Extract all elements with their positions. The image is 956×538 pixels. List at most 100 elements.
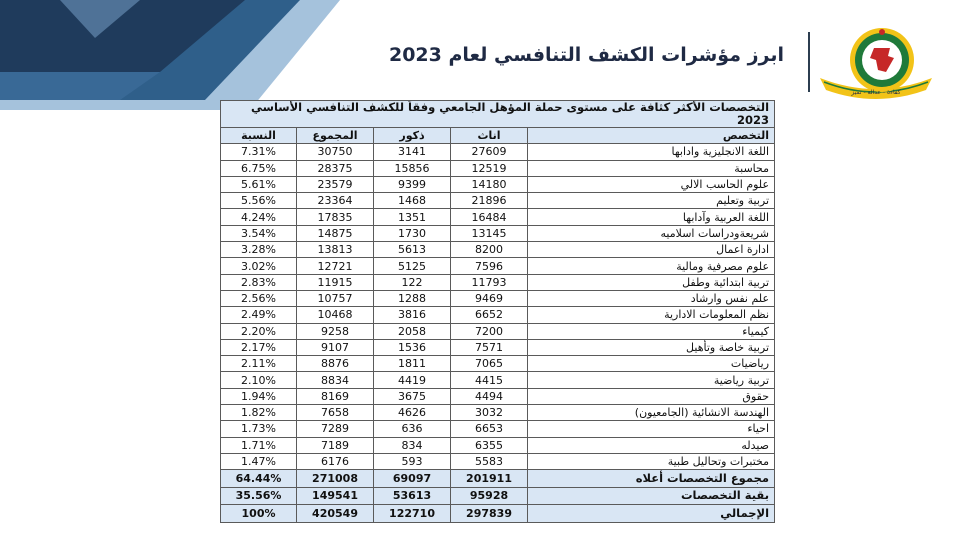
cell-percent: 3.54% [219,224,298,243]
cell-total: 9107 [296,338,375,357]
cell-specialty: بقية التخصصات [527,486,776,506]
cell-percent: 3.28% [219,241,298,259]
table-row: كيمياء 7200 2058 9258 2.20% [219,322,776,340]
table-body: اللغة الانجليزية وادابها 27609 3141 30750 7.… [219,143,776,523]
table-total-row: الإجمالي 297839 122710 420549 100% [219,504,776,523]
cell-percent: 3.02% [219,257,298,275]
cell-total: 8834 [296,371,375,389]
table-row: تربية وتعليم 21896 1468 23364 5.56% [219,192,776,210]
cell-specialty: الإجمالي [527,504,776,523]
cell-female: 95928 [450,486,529,506]
cell-total: 271008 [296,469,375,488]
cell-percent: 6.75% [219,159,298,177]
cell-specialty: اللغة العربية وآدابها [527,208,776,226]
cell-male: 4626 [373,404,452,422]
table-row: محاسبة 12519 15856 28375 6.75% [219,159,776,177]
cell-male: 1288 [373,289,452,308]
cell-female: 297839 [450,504,529,523]
cell-percent: 7.31% [219,143,298,161]
cell-female: 11793 [450,273,529,291]
cell-male: 4419 [373,371,452,389]
cell-male: 834 [373,436,452,454]
cell-specialty: محاسبة [527,159,776,177]
header-male: ذكور [373,126,452,145]
cell-total: 30750 [296,143,375,161]
cell-male: 1536 [373,338,452,357]
cell-percent: 2.17% [219,338,298,357]
cell-male: 2058 [373,322,452,340]
cell-male: 1811 [373,355,452,373]
cell-total: 6176 [296,452,375,471]
cell-female: 7571 [450,338,529,357]
table-row: شريعةودراسات اسلاميه 13145 1730 14875 3.54% [219,224,776,243]
cell-female: 21896 [450,192,529,210]
table-row: اللغة العربية وآدابها 16484 1351 17835 4.24% [219,208,776,226]
cell-male: 1730 [373,224,452,243]
cell-specialty: الهندسة الانشائية (الجامعيون) [527,404,776,422]
cell-specialty: علوم الحاسب الالي [527,175,776,194]
table-title: التخصصات الأكثر كثافة على مستوى حملة الم… [219,100,776,128]
cell-percent: 1.73% [219,420,298,438]
cell-specialty: رياضيات [527,355,776,373]
cell-total: 8169 [296,387,375,406]
cell-specialty: كيمياء [527,322,776,340]
cell-percent: 64.44% [219,469,298,488]
specialties-table: التخصصات الأكثر كثافة على مستوى حملة الم… [219,100,776,523]
cell-total: 23579 [296,175,375,194]
cell-male: 122710 [373,504,452,523]
cell-female: 4415 [450,371,529,389]
table-row: علوم مصرفية ومالية 7596 5125 12721 3.02% [219,257,776,275]
cell-total: 10468 [296,306,375,324]
cell-total: 149541 [296,486,375,506]
cell-percent: 2.49% [219,306,298,324]
header-total: المجموع [296,126,375,145]
cell-total: 420549 [296,504,375,523]
table-row: ادارة اعمال 8200 5613 13813 3.28% [219,241,776,259]
table-total-row: بقية التخصصات 95928 53613 149541 35.56% [219,486,776,506]
cell-male: 3816 [373,306,452,324]
cell-female: 13145 [450,224,529,243]
cell-total: 14875 [296,224,375,243]
cell-female: 201911 [450,469,529,488]
table-row: تربية ابتدائية وطفل 11793 122 11915 2.83% [219,273,776,291]
cell-male: 1351 [373,208,452,226]
cell-male: 1468 [373,192,452,210]
title-divider [808,32,810,92]
table-row: تربية خاصة وتأهيل 7571 1536 9107 2.17% [219,338,776,357]
cell-percent: 2.10% [219,371,298,389]
cell-total: 11915 [296,273,375,291]
cell-specialty: حقوق [527,387,776,406]
cell-male: 636 [373,420,452,438]
cell-total: 7658 [296,404,375,422]
cell-female: 27609 [450,143,529,161]
cell-female: 7200 [450,322,529,340]
cell-specialty: ادارة اعمال [527,241,776,259]
cell-male: 3675 [373,387,452,406]
cell-female: 3032 [450,404,529,422]
cell-male: 5125 [373,257,452,275]
cell-percent: 1.82% [219,404,298,422]
header-specialty: التخصص [527,126,776,145]
cell-percent: 2.83% [219,273,298,291]
cell-female: 9469 [450,289,529,308]
logo-motto: كفاءة - عدالة - تميز [850,89,900,96]
cell-total: 17835 [296,208,375,226]
cell-total: 7289 [296,420,375,438]
cell-total: 8876 [296,355,375,373]
header-percent: النسبة [219,126,298,145]
table-row: احياء 6653 636 7289 1.73% [219,420,776,438]
table-row: صيدله 6355 834 7189 1.71% [219,436,776,454]
cell-total: 12721 [296,257,375,275]
cell-female: 4494 [450,387,529,406]
cell-percent: 1.71% [219,436,298,454]
cell-specialty: شريعةودراسات اسلاميه [527,224,776,243]
cell-specialty: مجموع التخصصات أعلاه [527,469,776,488]
cell-female: 6652 [450,306,529,324]
cell-specialty: تربية ابتدائية وطفل [527,273,776,291]
cell-female: 7596 [450,257,529,275]
cell-female: 14180 [450,175,529,194]
table-row: علم نفس وارشاد 9469 1288 10757 2.56% [219,289,776,308]
table-row: مختبرات وتحاليل طبية 5583 593 6176 1.47% [219,452,776,471]
cell-total: 28375 [296,159,375,177]
cell-male: 593 [373,452,452,471]
